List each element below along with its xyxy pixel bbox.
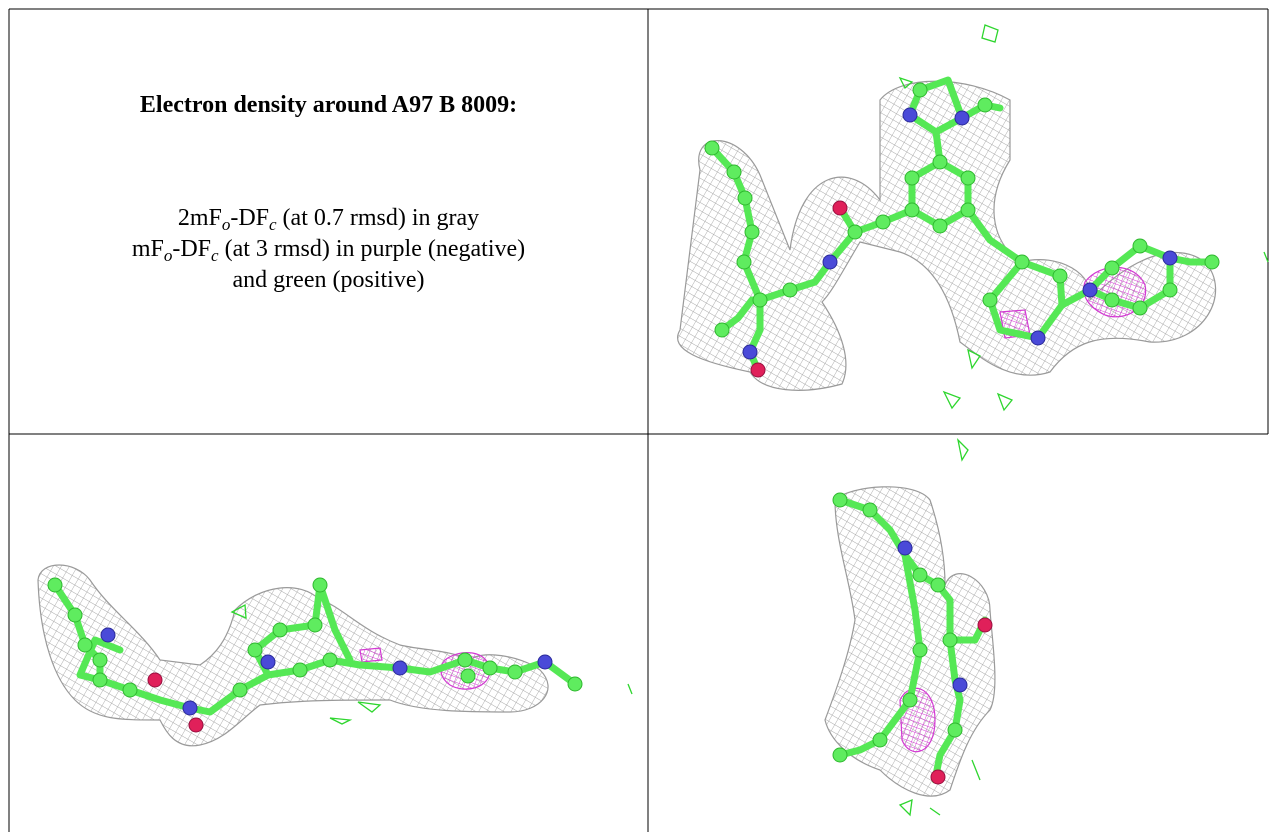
density-view-end: [825, 440, 995, 815]
caption-text: (at 3 rmsd) in purple (negative): [219, 236, 526, 262]
caption-text: 2mF: [178, 205, 222, 231]
caption-text: (at 0.7 rmsd) in gray: [277, 205, 480, 231]
caption-title: Electron density around A97 B 8009:: [10, 92, 647, 119]
caption-text: -DF: [172, 236, 211, 262]
density-view-side: [38, 565, 632, 746]
caption-text: -DF: [230, 205, 269, 231]
figure-graphics: [0, 0, 1275, 832]
legend-line: mFo-DFc (at 3 rmsd) in purple (negative): [10, 236, 647, 266]
caption-text: and green (positive): [233, 267, 425, 293]
figure: Electron density around A97 B 8009: 2mFo…: [0, 0, 1275, 832]
legend-line: 2mFo-DFc (at 0.7 rmsd) in gray: [10, 205, 647, 235]
caption-text: mF: [132, 236, 164, 262]
density-view-top: [678, 25, 1268, 410]
caption-text: c: [269, 215, 277, 234]
legend-line: and green (positive): [10, 267, 647, 294]
caption-text: c: [211, 246, 219, 265]
